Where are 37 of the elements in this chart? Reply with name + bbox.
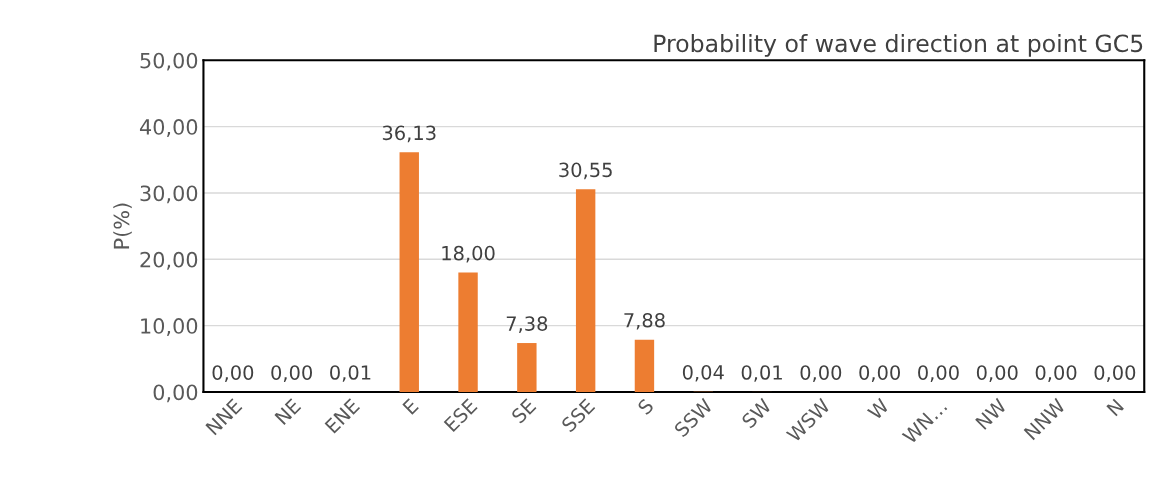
x-tick-label: NE (274, 398, 302, 425)
x-tick-label: W (866, 397, 890, 421)
y-tick-label: 0,00 (153, 384, 198, 403)
x-tick-label: SW (740, 397, 773, 429)
data-label: 0,01 (741, 365, 782, 382)
bar (575, 189, 596, 392)
y-tick-label: 30,00 (140, 185, 198, 204)
y-tick-label: 50,00 (140, 52, 198, 71)
data-label: 0,00 (800, 365, 842, 382)
data-label: 18,00 (442, 245, 495, 263)
bar (458, 272, 478, 392)
y-tick-label: 10,00 (141, 318, 198, 336)
x-tick-label: NW (975, 397, 1008, 430)
data-label: 36,13 (382, 125, 436, 143)
data-label: 0,00 (859, 365, 900, 382)
x-tick-label: E (402, 398, 419, 415)
bar (634, 339, 655, 392)
data-label: 0,00 (271, 365, 312, 382)
data-label: 0,00 (1094, 365, 1136, 382)
data-label: 7,38 (506, 316, 548, 333)
x-tick-label: S (636, 397, 655, 416)
data-label: 7,88 (624, 312, 665, 330)
data-label: 0,01 (330, 365, 371, 382)
y-tick-label: 40,00 (139, 119, 198, 137)
chart-title: Probability of wave direction at point GC5 (654, 34, 1143, 57)
data-label: 0,00 (212, 365, 254, 382)
bar (517, 343, 537, 392)
x-tick-label: N (1106, 398, 1124, 417)
data-label: 0,00 (918, 365, 959, 382)
x-tick-label: SE (510, 397, 537, 425)
data-label: 0,04 (682, 364, 724, 382)
data-label: 30,55 (559, 162, 612, 180)
bar (399, 152, 419, 392)
data-label: 0,00 (1035, 365, 1077, 382)
data-label: 0,00 (976, 365, 1018, 382)
y-tick-label: 20,00 (140, 251, 198, 270)
y-axis-title: P(%) (113, 203, 132, 249)
